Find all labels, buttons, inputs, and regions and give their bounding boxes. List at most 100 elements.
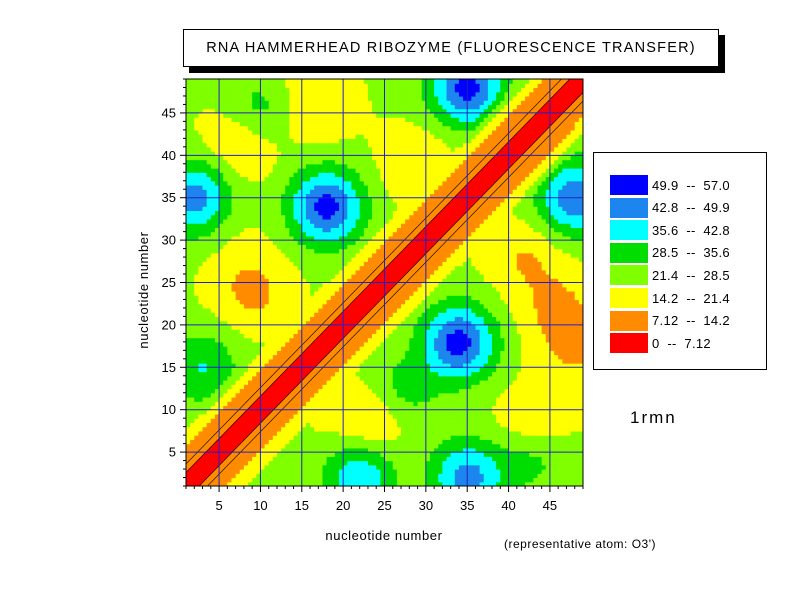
contour-cell: [314, 456, 319, 462]
contour-cell: [392, 180, 398, 186]
contour-cell: [281, 337, 286, 343]
contour-cell: [314, 282, 319, 288]
contour-cell: [293, 227, 299, 233]
contour-cell: [268, 176, 274, 182]
contour-cell: [396, 435, 402, 440]
contour-cell: [318, 83, 324, 89]
contour-cell: [285, 473, 290, 479]
contour-cell: [347, 87, 353, 93]
contour-cell: [223, 350, 228, 356]
contour-cell: [301, 218, 307, 224]
contour-cell: [359, 354, 365, 360]
contour-cell: [227, 189, 233, 195]
contour-cell: [322, 278, 328, 284]
contour-cell: [310, 469, 315, 474]
contour-cell: [198, 146, 204, 152]
contour-cell: [198, 269, 204, 275]
contour-cell: [388, 201, 394, 207]
contour-cell: [285, 269, 290, 275]
contour-cell: [297, 265, 303, 271]
contour-cell: [347, 252, 353, 258]
contour-cell: [314, 443, 319, 449]
contour-cell: [186, 218, 191, 224]
contour-cell: [190, 248, 195, 254]
contour-cell: [363, 201, 369, 207]
contour-cell: [202, 375, 208, 381]
contour-cell: [198, 176, 204, 182]
contour-cell: [214, 426, 220, 432]
contour-cell: [318, 477, 324, 483]
contour-cell: [314, 129, 319, 135]
contour-cell: [363, 337, 369, 343]
contour-cell: [384, 83, 390, 89]
contour-cell: [256, 218, 262, 224]
contour-cell: [276, 91, 282, 97]
contour-cell: [272, 265, 278, 271]
contour-cell: [372, 223, 377, 228]
contour-cell: [289, 214, 295, 220]
contour-cell: [289, 307, 295, 313]
contour-cell: [326, 469, 332, 474]
contour-cell: [347, 452, 353, 457]
contour-cell: [359, 418, 365, 424]
contour-cell: [268, 172, 274, 178]
contour-cell: [380, 401, 386, 407]
contour-cell: [206, 206, 212, 212]
contour-cell: [285, 443, 290, 449]
contour-cell: [359, 261, 365, 267]
contour-cell: [214, 129, 220, 135]
contour-cell: [343, 201, 348, 207]
contour-cell: [289, 341, 295, 347]
contour-cell: [334, 278, 340, 284]
contour-cell: [256, 375, 262, 381]
contour-cell: [239, 341, 245, 347]
contour-cell: [359, 83, 365, 89]
contour-cell: [392, 91, 398, 97]
contour-cell: [285, 95, 290, 101]
contour-cell: [322, 456, 328, 462]
contour-cell: [276, 464, 282, 470]
contour-cell: [268, 435, 274, 440]
contour-cell: [396, 481, 402, 486]
contour-cell: [396, 303, 402, 309]
contour-cell: [231, 180, 237, 186]
contour-cell: [376, 176, 381, 182]
contour-cell: [314, 108, 319, 114]
contour-cell: [314, 265, 319, 271]
contour-cell: [330, 396, 336, 402]
contour-cell: [372, 439, 377, 445]
contour-cell: [359, 384, 365, 390]
contour-cell: [272, 146, 278, 152]
contour-cell: [363, 163, 369, 169]
contour-cell: [310, 180, 315, 186]
contour-cell: [355, 91, 361, 97]
contour-cell: [359, 473, 365, 479]
contour-cell: [239, 244, 245, 250]
contour-cell: [355, 163, 361, 169]
contour-cell: [276, 138, 282, 144]
contour-cell: [231, 95, 237, 101]
contour-cell: [305, 108, 311, 114]
contour-cell: [214, 290, 220, 296]
contour-cell: [339, 363, 344, 368]
contour-cell: [330, 79, 336, 84]
contour-cell: [318, 481, 324, 486]
contour-cell: [219, 316, 224, 322]
contour-cell: [347, 363, 353, 368]
contour-cell: [243, 354, 249, 360]
contour-cell: [285, 350, 290, 356]
contour-cell: [289, 350, 295, 356]
contour-cell: [289, 469, 295, 474]
contour-cell: [380, 197, 386, 203]
contour-cell: [231, 290, 237, 296]
contour-cell: [363, 375, 369, 381]
contour-cell: [190, 227, 195, 233]
contour-cell: [351, 401, 357, 407]
contour-cell: [235, 358, 241, 364]
contour-cell: [256, 168, 262, 173]
contour-cell: [347, 159, 353, 165]
contour-cell: [190, 91, 195, 97]
contour-cell: [272, 79, 278, 84]
contour-cell: [219, 95, 224, 101]
contour-cell: [372, 197, 377, 203]
